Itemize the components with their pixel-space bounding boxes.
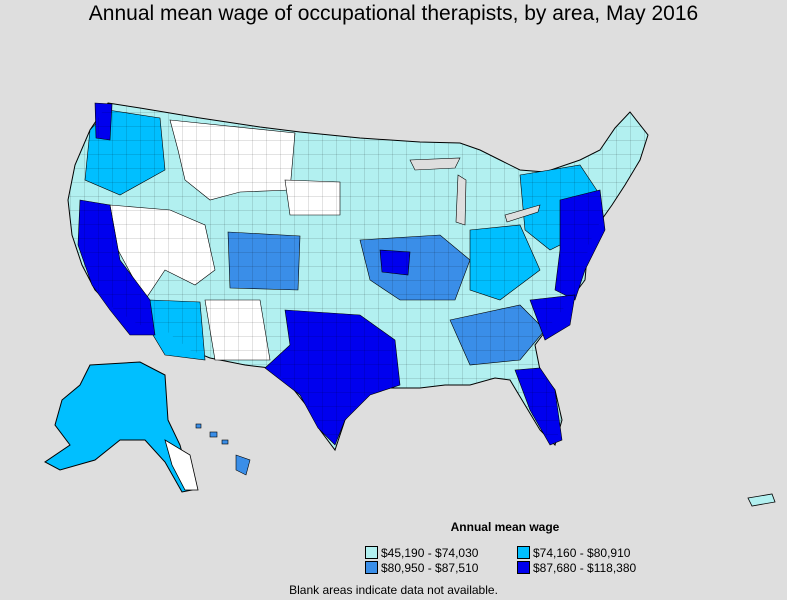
legend-label-high: $87,680 - $118,380 [533,561,637,575]
alaska-panhandle [164,439,199,491]
footnote: Blank areas indicate data not available. [289,583,498,597]
legend-swatch-high [517,561,530,574]
legend-label-mid-high: $80,950 - $87,510 [381,561,479,575]
lake-superior [409,157,461,171]
hawaii [195,423,251,476]
legend-item-low: $45,190 - $74,030 [365,546,478,560]
legend-swatch-low [365,546,378,559]
legend-label-low: $45,190 - $74,030 [381,546,479,560]
lake-michigan [455,174,467,226]
legend-item-high: $87,680 - $118,380 [517,561,636,575]
alaska [44,361,193,493]
legend-item-mid-low: $74,160 - $80,910 [517,546,630,560]
puerto-rico [747,493,776,507]
legend-swatch-mid-low [517,546,530,559]
map-title: Annual mean wage of occupational therapi… [88,2,699,25]
lake-erie [504,204,541,223]
legend-swatch-mid-high [365,561,378,574]
legend-title: Annual mean wage [450,520,560,534]
legend-label-mid-low: $74,160 - $80,910 [533,546,631,560]
legend-item-mid-high: $80,950 - $87,510 [365,561,478,575]
